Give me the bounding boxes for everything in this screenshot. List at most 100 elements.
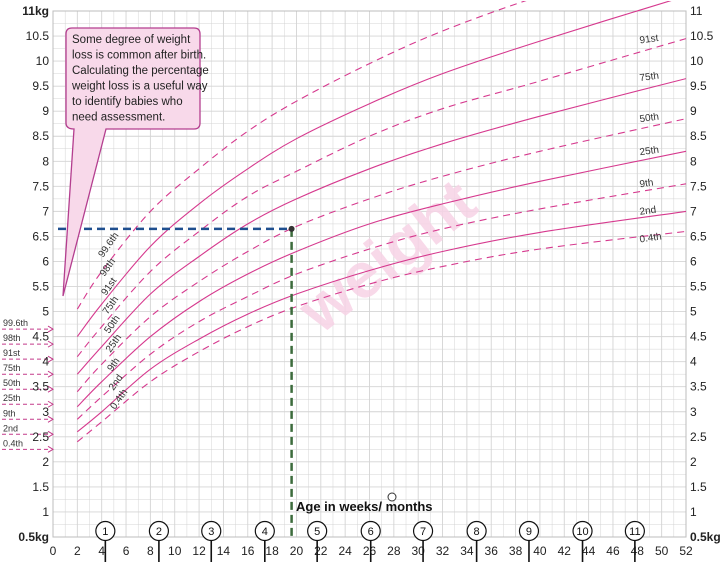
callout-line: loss is common after birth. [72,50,206,62]
month-circle [518,520,540,542]
birth-marker-label: 25th [3,393,21,403]
y-tick-right: 4.5 [690,330,707,344]
month-circle [148,520,170,542]
x-tick-label: 6 [123,544,130,558]
y-tick-right: 10 [690,54,704,68]
x-tick-label: 32 [436,544,450,558]
month-label: 6 [368,526,374,538]
month-label: 11 [629,526,640,538]
month-circle [624,520,645,542]
callout-line: need assessment. [72,112,165,124]
y-tick-right: 1 [690,505,697,519]
y-tick-left: 10.5 [26,29,50,43]
y-tick-left: 1.5 [32,480,49,494]
y-axis-left-ticks: 11kg 10.5 10 9.5 9 8.5 8 7.5 7 6.5 6 5.5 5 4.5 4 3.5 3 2.… [18,4,49,544]
month-circle [572,520,593,542]
y-tick-left: 4 [42,355,49,369]
right-label: 50th [639,112,660,126]
x-tick-label: 48 [631,544,645,558]
x-tick-label: 28 [387,544,401,558]
y-tick-left: 10 [36,54,50,68]
y-tick-right: 3 [690,405,697,419]
start-label: 9th [105,356,122,374]
y-tick-left: 4.5 [32,330,49,344]
reading-guides [58,225,295,537]
y-tick-right: 8 [690,154,697,168]
month-circle [412,520,434,542]
x-tick-label: 34 [460,544,474,558]
y-tick-left: 7 [42,204,49,218]
right-label: 91st [639,33,659,47]
centile-curve-0-4th [76,230,686,443]
y-tick-left: 11kg [22,4,49,18]
month-circle [307,520,328,542]
x-tick-label: 36 [485,544,499,558]
centile-right-labels: 91st 75th 50th 25th 9th 2nd 0.4th [639,33,663,245]
y-tick-left: 3.5 [32,380,49,394]
y-tick-left: 0.5kg [18,530,49,544]
month-label: 10 [576,526,588,538]
birth-marker-arrow [47,445,54,453]
month-label: 9 [526,526,532,538]
callout-line: weight loss is a useful way [71,81,208,93]
month-label: 5 [314,526,320,538]
y-tick-right: 7 [690,204,697,218]
birth-marker-arrow [47,325,54,333]
marker-point [288,225,295,232]
y-tick-left: 8 [42,154,49,168]
watermark-text: weight [284,165,489,347]
start-label: 75th [101,294,121,316]
birth-centile-markers: 99.6th 98th 91st 75th 50th 25th 9th 2nd 0.4th [2,318,54,453]
y-tick-left: 1 [42,505,49,519]
y-tick-left: 9 [42,104,49,118]
centile-curve-25th [76,150,686,408]
birth-marker-label: 91st [3,348,21,358]
month-label: 8 [474,526,480,538]
y-tick-right: 2 [690,455,697,469]
y-axis-right-ticks: 11 10.5 10 9.5 9 8.5 8 7.5 7 6.5 6 5.5 5 4.5 4 3.5 3 2.5 2… [690,4,721,544]
y-tick-right: 11 [690,4,703,18]
y-tick-right: 3.5 [690,380,707,394]
right-label: 75th [639,71,660,85]
birth-marker-label: 9th [3,408,16,418]
x-tick-label: 52 [679,544,693,558]
birth-marker-arrow [47,385,54,393]
start-label: 99.6th [96,231,121,260]
y-tick-right: 5.5 [690,280,707,294]
centile-curve-91st [76,38,686,358]
x-tick-label: 44 [582,544,596,558]
centile-curve-9th [76,183,686,420]
x-tick-label: 16 [241,544,255,558]
callout-line: Calculating the percentage [72,65,209,77]
y-tick-left: 2 [42,455,49,469]
centile-curve-2nd [76,210,686,433]
x-tick-label: 12 [192,544,206,558]
y-tick-left: 2.5 [32,430,49,444]
month-circle [466,520,487,542]
month-circle [254,520,275,542]
x-tick-label: 40 [533,544,547,558]
month-label: 2 [156,526,162,538]
right-label: 0.4th [639,231,663,245]
month-circle [95,520,116,542]
month-label: 3 [208,526,214,538]
y-tick-left: 6 [42,254,49,268]
x-tick-label: 20 [290,544,304,558]
watermark-layer: weight [284,165,489,347]
month-label: 4 [262,526,268,538]
y-tick-left: 9.5 [32,79,49,93]
month-label: 1 [102,526,108,538]
callout-line: Some degree of weight [72,34,191,46]
y-tick-left: 5 [42,305,49,319]
right-label: 9th [639,177,654,190]
y-tick-right: 2.5 [690,430,707,444]
x-axis-title-text: Age in weeks/ months [296,499,433,514]
y-tick-left: 5.5 [32,280,49,294]
y-tick-right: 6.5 [690,229,707,243]
right-label: 2nd [639,205,657,218]
centile-curve-98th [76,1,672,337]
y-tick-right: 8.5 [690,129,707,143]
x-tick-label: 4 [98,544,105,558]
start-label: 50th [102,313,122,335]
x-tick-label: 8 [147,544,154,558]
